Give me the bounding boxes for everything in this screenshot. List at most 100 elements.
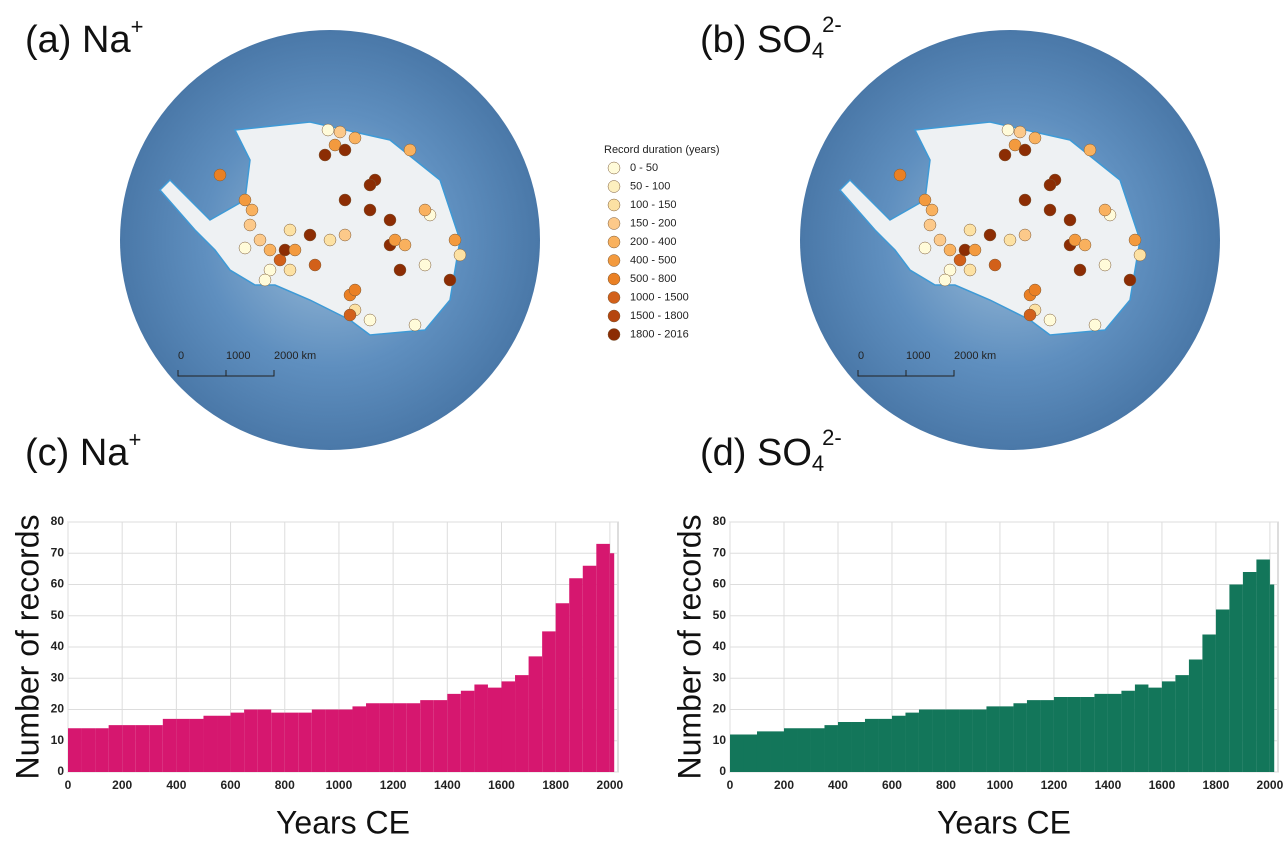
y-tick-label: 50 [51, 608, 65, 622]
site-marker [1019, 194, 1031, 206]
x-tick-label: 200 [774, 778, 794, 792]
bar [932, 710, 945, 773]
bar [1216, 610, 1229, 773]
bar [407, 703, 421, 772]
bar [149, 725, 163, 772]
site-marker [384, 214, 396, 226]
bar [1162, 681, 1175, 772]
panel-title: (b) SO42- [700, 12, 842, 63]
x-tick-label: 400 [166, 778, 186, 792]
y-tick-label: 40 [51, 639, 65, 653]
legend-label: 1000 - 1500 [630, 291, 689, 303]
bar [352, 706, 366, 772]
x-tick-label: 1400 [434, 778, 461, 792]
bar [474, 685, 488, 773]
y-tick-label: 20 [713, 702, 727, 716]
bar [1054, 697, 1067, 772]
site-marker [339, 194, 351, 206]
bar [610, 553, 614, 772]
site-marker [999, 149, 1011, 161]
bar [190, 719, 204, 772]
site-marker [1044, 314, 1056, 326]
site-marker [264, 244, 276, 256]
bar [1189, 660, 1202, 773]
legend-label: 150 - 200 [630, 217, 676, 229]
bar [784, 728, 797, 772]
bar [1270, 585, 1274, 773]
bar [905, 713, 918, 772]
bar [447, 694, 461, 772]
x-tick-label: 1600 [1149, 778, 1176, 792]
legend-label: 0 - 50 [630, 162, 658, 174]
x-tick-label: 0 [65, 778, 72, 792]
bar [312, 710, 326, 773]
panel-title: (d) SO42- [700, 425, 842, 476]
bar [1175, 675, 1188, 772]
x-tick-label: 0 [727, 778, 734, 792]
bar [1108, 694, 1121, 772]
x-tick-label: 1400 [1095, 778, 1122, 792]
site-marker [404, 144, 416, 156]
y-tick-label: 70 [713, 545, 727, 559]
title-sup: 2- [822, 12, 842, 37]
site-marker [984, 229, 996, 241]
bar [366, 703, 380, 772]
bar [878, 719, 891, 772]
bar [743, 735, 756, 773]
site-marker [919, 194, 931, 206]
bar [380, 703, 394, 772]
site-marker [344, 309, 356, 321]
bar [865, 719, 878, 772]
bar [583, 566, 597, 772]
site-marker [239, 194, 251, 206]
site-marker [364, 179, 376, 191]
site-marker [1129, 234, 1141, 246]
bar [542, 631, 556, 772]
x-tick-label: 800 [936, 778, 956, 792]
site-marker [244, 219, 256, 231]
y-axis-label: Number of records [671, 515, 707, 780]
legend-label: 50 - 100 [630, 180, 670, 192]
bar [1121, 691, 1134, 772]
y-tick-label: 0 [57, 764, 64, 778]
bar [596, 544, 610, 772]
site-marker [964, 264, 976, 276]
y-tick-label: 50 [713, 608, 727, 622]
legend-swatch [608, 236, 620, 248]
site-marker [934, 234, 946, 246]
bar [258, 710, 272, 773]
legend-swatch [608, 255, 620, 267]
scale-label: 2000 km [954, 350, 996, 362]
site-marker [969, 244, 981, 256]
x-tick-label: 2000 [1257, 778, 1284, 792]
site-marker [1014, 126, 1026, 138]
y-tick-label: 80 [51, 514, 65, 528]
site-marker [214, 169, 226, 181]
bar [851, 722, 864, 772]
site-marker [349, 132, 361, 144]
bar [946, 710, 959, 773]
site-marker [364, 204, 376, 216]
scale-label: 0 [858, 350, 864, 362]
site-marker [322, 124, 334, 136]
site-marker [284, 224, 296, 236]
bar [68, 728, 82, 772]
title-sup: + [131, 14, 144, 39]
bar [973, 710, 986, 773]
bar [730, 735, 743, 773]
x-tick-label: 600 [221, 778, 241, 792]
bar [109, 725, 123, 772]
scale-label: 1000 [226, 350, 250, 362]
bar [1000, 706, 1013, 772]
x-tick-label: 800 [275, 778, 295, 792]
site-marker [399, 239, 411, 251]
y-tick-label: 30 [51, 670, 65, 684]
site-marker [1099, 204, 1111, 216]
site-marker [1044, 204, 1056, 216]
y-tick-label: 20 [51, 702, 65, 716]
bar [285, 713, 299, 772]
bar [1148, 688, 1161, 772]
scale-label: 1000 [906, 350, 930, 362]
title-sup: 2- [822, 425, 842, 450]
bar [959, 710, 972, 773]
